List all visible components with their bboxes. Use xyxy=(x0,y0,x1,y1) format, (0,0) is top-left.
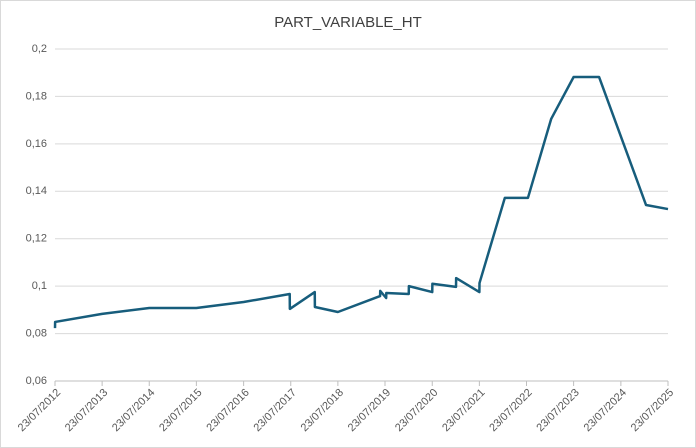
y-tick-label: 0,16 xyxy=(26,138,47,150)
y-tick-label: 0,1 xyxy=(32,280,47,292)
y-tick-label: 0,2 xyxy=(32,43,47,55)
y-tick-label: 0,18 xyxy=(26,90,47,102)
y-tick-label: 0,06 xyxy=(26,375,47,387)
y-tick-label: 0,14 xyxy=(26,185,47,197)
chart-title: PART_VARIABLE_HT xyxy=(274,14,422,31)
data-line xyxy=(53,75,669,329)
y-tick-label: 0,08 xyxy=(26,327,47,339)
y-tick-label: 0,12 xyxy=(26,233,47,245)
